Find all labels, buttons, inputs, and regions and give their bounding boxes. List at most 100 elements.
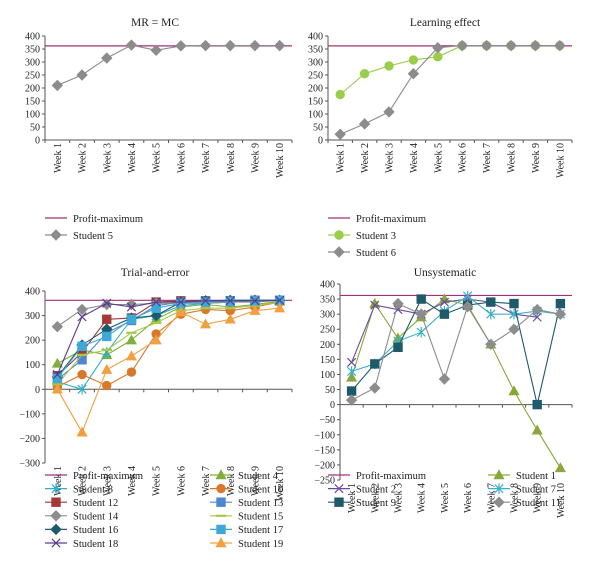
legend: Profit-maximum Student 5: [45, 214, 143, 242]
x-tick-label: Week 10: [275, 466, 286, 501]
data-point: [125, 298, 138, 311]
y-tick-label: 50: [325, 385, 335, 396]
y-tick-label: 300: [25, 311, 40, 322]
data-point: [532, 399, 542, 410]
x-tick-label: Week 8: [507, 143, 518, 173]
x-tick-label: Week 6: [458, 143, 469, 173]
chart-title: Unsystematic: [414, 267, 477, 279]
data-point: [531, 424, 543, 435]
data-point: [433, 52, 443, 62]
data-point: [77, 369, 87, 380]
legend-marker: [50, 523, 62, 536]
x-tick-label: Week 2: [78, 143, 89, 173]
data-point: [250, 296, 260, 306]
y-tick-label: 150: [308, 97, 323, 108]
y-tick-label: 200: [25, 84, 40, 95]
legend-marker: [215, 537, 227, 548]
data-point: [408, 55, 419, 65]
x-tick-label: Week 6: [176, 466, 187, 496]
series-line: [56, 307, 280, 434]
legend-item: Profit-maximum: [328, 471, 426, 482]
legend-marker: [216, 497, 226, 507]
legend-item: Student 9: [328, 497, 396, 509]
data-point: [346, 357, 357, 368]
chart-panel-1: MR = MC 0 50 100 150 200 250 300 350 400 Week 1 Wee…: [25, 17, 293, 242]
legend-item: Student 12: [45, 497, 118, 509]
chart-panel-4: Unsystematic −250 −200 −150 −100 −50 0 50 100 150…: [314, 267, 573, 518]
data-point: [456, 39, 468, 52]
legend-marker: [493, 469, 505, 480]
data-point: [554, 308, 567, 320]
y-tick-label: 300: [25, 58, 40, 69]
legend-marker: [50, 229, 62, 241]
x-tick-label: Week 4: [127, 143, 138, 173]
legend-item: Student 14: [45, 510, 119, 523]
legend-label: Student 9: [356, 498, 396, 509]
series-line: [56, 299, 280, 375]
legend: Profit-maximum Student 3 Student 6: [328, 214, 426, 259]
data-point: [102, 347, 112, 358]
data-point: [225, 296, 235, 306]
y-tick-label: −150: [314, 445, 335, 456]
x-tick-label: Week 3: [102, 143, 113, 173]
data-point: [126, 367, 137, 377]
legend: Profit-maximum Student 1 Student 2 Student …: [328, 469, 561, 509]
data-point: [51, 357, 63, 368]
y-tick-label: −200: [314, 460, 335, 471]
x-tick-label: Week 10: [555, 143, 566, 178]
y-tick-label: 250: [308, 71, 323, 82]
y-tick-label: 50: [313, 123, 323, 134]
legend-item: Student 7: [488, 483, 556, 495]
legend-marker: [51, 497, 61, 507]
legend-marker: [215, 469, 227, 480]
data-point: [151, 303, 161, 313]
x-tick-label: Week 1: [336, 143, 347, 173]
data-point: [392, 297, 404, 310]
data-point: [102, 380, 112, 391]
x-tick-label: Week 1: [53, 466, 64, 496]
y-tick-label: 350: [320, 295, 335, 306]
y-tick-label: −100: [314, 430, 335, 441]
legend-item: Student 6: [328, 246, 396, 259]
data-point: [480, 39, 493, 52]
series-student-11: [345, 297, 567, 406]
series-line: [57, 44, 280, 86]
data-point: [383, 106, 395, 118]
legend-item: Profit-maximum: [45, 471, 143, 482]
x-tick-label: Week 2: [78, 466, 89, 496]
legend-label: Profit-maximum: [356, 471, 426, 482]
legend-marker: [51, 483, 61, 494]
data-point: [416, 327, 426, 338]
data-point: [125, 39, 138, 51]
series-student-19: [51, 302, 286, 437]
legend-marker: [216, 524, 226, 535]
data-point: [273, 39, 286, 52]
legend-label: Student 17: [238, 525, 283, 536]
data-point: [554, 462, 566, 473]
data-point: [200, 297, 211, 307]
x-tick-label: Week 6: [176, 143, 187, 173]
x-tick-label: Week 3: [394, 483, 405, 513]
y-tick-label: −50: [319, 415, 335, 426]
legend-item: Student 17: [210, 524, 283, 536]
data-point: [509, 298, 519, 309]
data-point: [346, 371, 358, 382]
data-point: [358, 118, 371, 130]
x-tick-label: Week 4: [127, 466, 138, 496]
data-point: [76, 303, 88, 316]
legend-item: Student 10: [210, 483, 283, 495]
data-point: [370, 300, 380, 310]
y-tick-label: 350: [308, 45, 323, 56]
y-tick-label: 100: [25, 110, 40, 121]
legend-label: Student 13: [238, 498, 283, 509]
legend-marker: [494, 483, 504, 494]
series-line: [57, 301, 280, 388]
legend: Profit-maximum Student 4 Student 8 Student …: [45, 469, 283, 550]
data-point: [275, 295, 285, 305]
chart-title: Learning effect: [410, 17, 481, 29]
x-tick-label: Week 4: [417, 483, 428, 513]
y-tick-label: 250: [320, 325, 335, 336]
y-tick-label: −300: [19, 459, 40, 470]
data-point: [175, 40, 187, 52]
x-tick-label: Week 10: [275, 143, 286, 178]
